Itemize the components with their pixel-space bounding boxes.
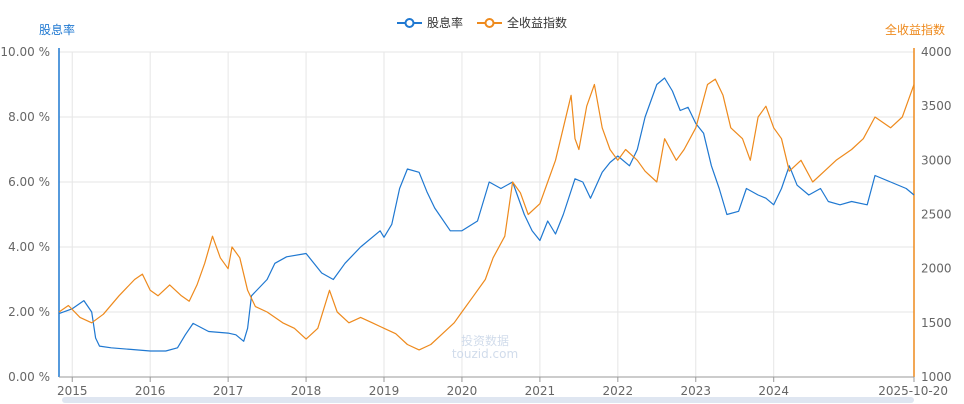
x-tick-label: 2025-10-20 (878, 384, 948, 398)
left-tick-label: 8.00 % (8, 110, 50, 124)
watermark-line-2: touzid.com (451, 347, 519, 361)
right-tick-label: 2500 (921, 208, 952, 222)
x-tick-label: 2016 (135, 384, 166, 398)
right-axis-title: 全收益指数 (885, 22, 945, 37)
x-axis-ticks: 2015 2016 2017 2018 2019 2020 2021 2022 2023 2024… (57, 377, 948, 398)
series-lines (58, 77, 915, 352)
right-tick-label: 4000 (921, 45, 952, 59)
right-tick-label: 3000 (921, 153, 952, 167)
left-tick-label: 0.00 % (8, 370, 50, 384)
x-tick-label: 2017 (213, 384, 244, 398)
watermark: 投资数据 touzid.com (440, 335, 530, 361)
right-tick-label: 3500 (921, 99, 952, 113)
left-axis-title: 股息率 (39, 22, 75, 37)
left-tick-label: 10.00 % (0, 45, 50, 59)
legend-item-total-return-index[interactable]: 全收益指数 (477, 15, 567, 30)
time-range-scrollbar[interactable] (62, 397, 914, 403)
x-tick-label: 2021 (525, 384, 556, 398)
legend[interactable]: 股息率 全收益指数 (397, 15, 567, 30)
right-tick-label: 1500 (921, 316, 952, 330)
left-tick-label: 2.00 % (8, 305, 50, 319)
x-tick-label: 2023 (680, 384, 711, 398)
series-line-dividend-yield (58, 77, 915, 352)
right-tick-label: 1000 (921, 370, 952, 384)
x-tick-label: 2018 (291, 384, 322, 398)
left-tick-label: 4.00 % (8, 240, 50, 254)
watermark-line-1: 投资数据 (460, 334, 509, 348)
series-line-total-return-index (58, 78, 915, 351)
x-tick-label: 2020 (447, 384, 478, 398)
grid-lines (59, 51, 914, 378)
x-tick-label: 2015 (57, 384, 88, 398)
left-axis-ticks: 0.00 % 2.00 % 4.00 % 6.00 % 8.00 % 10.00 % (0, 45, 50, 384)
axes (58, 48, 915, 378)
x-tick-label: 2024 (758, 384, 789, 398)
x-tick-label: 2022 (603, 384, 634, 398)
x-tick-label: 2019 (369, 384, 400, 398)
right-tick-label: 2000 (921, 262, 952, 276)
legend-item-dividend-yield[interactable]: 股息率 (397, 15, 463, 30)
legend-label-total-return-index: 全收益指数 (507, 15, 567, 30)
left-tick-label: 6.00 % (8, 175, 50, 189)
legend-label-dividend-yield: 股息率 (427, 15, 463, 30)
right-axis-ticks: 1000 1500 2000 2500 3000 3500 4000 (921, 45, 952, 384)
